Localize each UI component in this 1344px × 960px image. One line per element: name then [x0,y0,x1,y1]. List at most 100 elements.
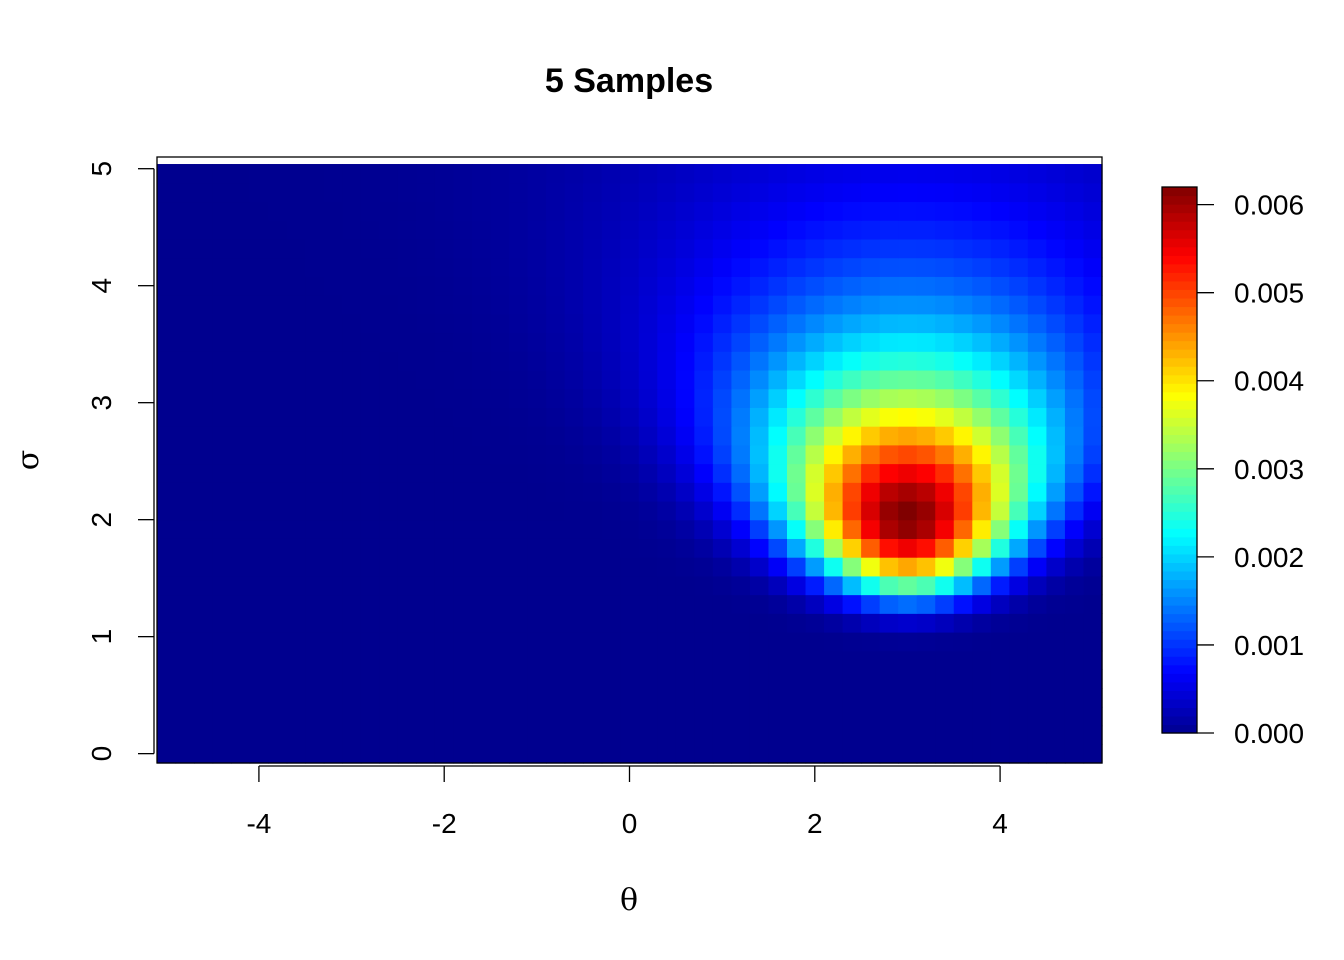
heatmap-cell [453,182,473,203]
heatmap-cell [397,463,418,483]
heatmap-cell [972,500,992,521]
heatmap-cell [490,407,510,427]
heatmap-cell [638,444,658,465]
heatmap-cell [916,407,936,427]
heatmap-cell [1083,444,1103,465]
heatmap-cell [583,482,603,502]
heatmap-cell [194,669,214,689]
heatmap-cell [879,332,899,352]
heatmap-cell [638,463,658,483]
heatmap-cell [509,388,529,408]
heatmap-cell [1009,538,1029,558]
heatmap-cell [434,519,455,539]
heatmap-cell [1064,688,1085,708]
heatmap-cell [1027,407,1048,427]
heatmap-cell [305,613,325,633]
heatmap-cell [249,407,269,427]
heatmap-cell [657,613,677,633]
heatmap-cell [583,594,603,614]
heatmap-cell [768,650,788,671]
heatmap-cell [731,332,751,352]
heatmap-cell [249,557,269,577]
heatmap-cell [842,669,862,689]
heatmap-cell [620,519,640,539]
heatmap-cell [194,519,214,539]
heatmap-cell [620,725,640,745]
heatmap-cell [916,500,936,521]
heatmap-cell [194,706,214,727]
heatmap-cell [694,613,714,633]
heatmap-cell [1027,351,1048,371]
heatmap-cell [842,444,862,465]
heatmap-cell [305,407,325,427]
heatmap-cell [712,426,733,446]
heatmap-cell [564,631,584,652]
heatmap-cell [397,500,418,521]
heatmap-cell [194,631,214,652]
colorbar-swatch [1162,332,1197,342]
heatmap-cell [824,688,844,708]
heatmap-cell [768,463,788,483]
colorbar-tick-label: 0.005 [1234,278,1304,309]
heatmap-cell [231,557,251,577]
heatmap-cell [157,706,177,727]
heatmap-cell [583,313,603,334]
heatmap-cell [972,631,992,652]
heatmap-cell [509,519,529,539]
heatmap-cell [694,669,714,689]
heatmap-cell [953,276,973,296]
heatmap-cell [323,557,343,577]
heatmap-cell [657,631,677,652]
heatmap-cell [657,482,677,502]
heatmap-cell [175,688,195,708]
heatmap-cell [916,201,936,221]
heatmap-cell [620,220,640,240]
heatmap-cell [953,594,973,614]
heatmap-cell [731,669,751,689]
heatmap-cell [731,238,751,259]
heatmap-cell [638,257,658,277]
heatmap-cell [194,725,214,745]
heatmap-cell [842,519,862,539]
heatmap-cell [972,201,992,221]
heatmap-cell [712,388,733,408]
heatmap-cell [787,444,807,465]
heatmap-cell [953,688,973,708]
heatmap-cell [397,276,418,296]
heatmap-cell [1027,426,1048,446]
heatmap-cell [286,201,306,221]
heatmap-cell [953,257,973,277]
heatmap-cell [1027,388,1048,408]
heatmap-cell [564,369,584,390]
heatmap-cell [379,407,399,427]
colorbar-swatch [1162,664,1197,674]
heatmap-cell [638,388,658,408]
heatmap-cell [638,332,658,352]
heatmap-cell [472,669,492,689]
heatmap-cell [453,594,473,614]
heatmap-cell [416,164,436,184]
heatmap-cell [990,500,1010,521]
heatmap-cell [268,594,288,614]
heatmap-cell [694,725,714,745]
heatmap-cell [731,164,751,184]
heatmap-cell [342,182,362,203]
heatmap-cell [805,631,825,652]
heatmap-cell [249,257,269,277]
heatmap-cell [824,706,844,727]
heatmap-cell [1083,426,1103,446]
heatmap-cell [583,276,603,296]
heatmap-cell [953,613,973,633]
heatmap-cell [490,650,510,671]
heatmap-cell [842,482,862,502]
heatmap-cell [212,220,232,240]
heatmap-cell [397,557,418,577]
heatmap-cell [601,313,621,334]
heatmap-cell [935,201,955,221]
heatmap-cell [805,463,825,483]
heatmap-cell [360,220,380,240]
heatmap-cell [898,519,918,539]
heatmap-cell [712,519,733,539]
colorbar-swatch [1162,698,1197,709]
heatmap-cell [379,725,399,745]
